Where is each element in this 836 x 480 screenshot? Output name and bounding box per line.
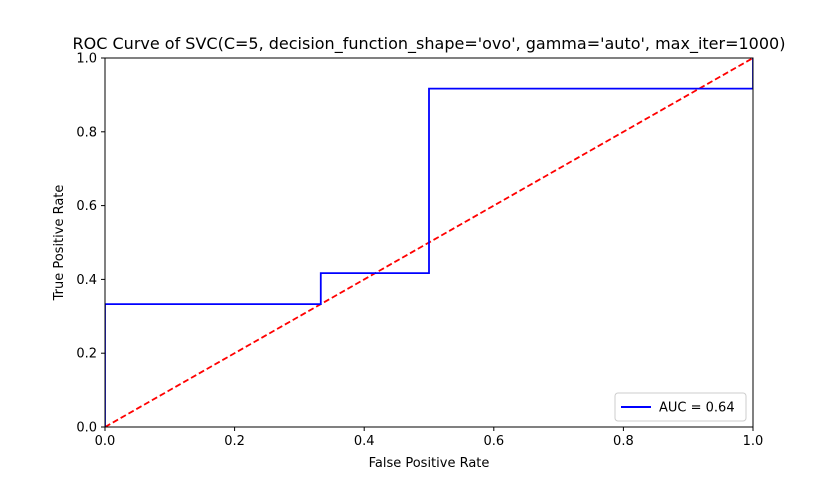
legend-box	[614, 392, 747, 422]
legend: AUC = 0.64	[614, 392, 747, 422]
axes-frame	[104, 57, 754, 428]
x-axis-label: False Positive Rate	[369, 456, 490, 471]
axis-ticks: 0.0 0.2 0.4 0.6 0.8 1.0 0.0 0.2 0.4 0.6 0.8 1.0	[76, 52, 763, 450]
y-tick-label: 1.0	[76, 52, 97, 67]
x-tick-label: 0.4	[354, 434, 375, 449]
x-tick-label: 1.0	[743, 434, 764, 449]
y-axis-label: True Positive Rate	[52, 185, 67, 302]
y-tick-label: 0.0	[76, 421, 97, 436]
chart-title: ROC Curve of SVC(C=5, decision_function_…	[73, 34, 786, 54]
plot-area	[105, 58, 753, 427]
x-tick-label: 0.0	[95, 434, 116, 449]
y-tick-label: 0.6	[76, 199, 97, 214]
x-tick-label: 0.8	[613, 434, 634, 449]
x-tick-label: 0.2	[224, 434, 245, 449]
y-tick-label: 0.8	[76, 125, 97, 140]
y-tick-label: 0.2	[76, 347, 97, 362]
roc-curve-line	[105, 58, 753, 427]
legend-label-roc: AUC = 0.64	[659, 401, 735, 416]
x-tick-label: 0.6	[483, 434, 504, 449]
y-tick-label: 0.4	[76, 273, 97, 288]
